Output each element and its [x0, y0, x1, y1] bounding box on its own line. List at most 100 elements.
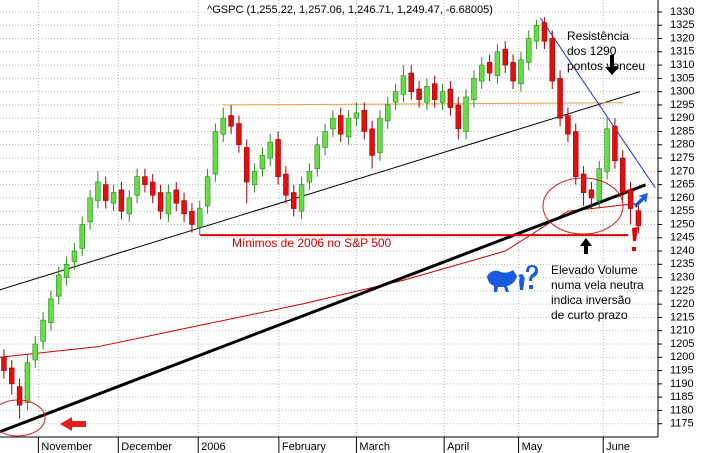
candle-body — [330, 117, 336, 130]
candle-body — [244, 147, 250, 183]
y-tick-label: 1285 — [670, 125, 694, 137]
candle-body — [447, 88, 454, 108]
y-tick-label: 1250 — [670, 218, 694, 230]
y-tick-label: 1290 — [670, 112, 694, 124]
y-tick-label: 1185 — [670, 391, 694, 403]
annotation: de curto prazo — [551, 308, 628, 322]
y-tick-label: 1225 — [670, 285, 694, 297]
candle-body — [126, 197, 132, 215]
candle-body — [157, 192, 164, 212]
y-tick-label: 1180 — [670, 404, 694, 416]
candle-body — [197, 208, 203, 228]
candle-body — [103, 184, 109, 201]
candle-body — [283, 173, 289, 196]
candle-body — [236, 123, 242, 146]
plot — [0, 17, 656, 434]
y-tick-label: 1220 — [670, 298, 694, 310]
candle-body — [392, 91, 399, 103]
candle-body — [408, 72, 414, 92]
candle-body — [494, 51, 501, 77]
y-tick-label: 1260 — [670, 192, 694, 204]
y-tick-label: 1195 — [670, 364, 694, 376]
candle-body — [87, 197, 93, 223]
candle-body — [471, 78, 477, 100]
x-tick-label: December — [121, 441, 172, 453]
candle-body — [322, 131, 328, 148]
candle-body — [63, 264, 70, 278]
candle-body — [635, 210, 642, 227]
y-tick-label: 1320 — [670, 32, 694, 44]
candle-body — [118, 189, 125, 212]
x-tick-label: 2006 — [201, 441, 225, 453]
trend-line — [0, 183, 647, 434]
y-tick-label: 1240 — [670, 245, 694, 257]
candle-body — [95, 181, 101, 201]
candle-body — [267, 141, 273, 159]
candle-body — [400, 75, 407, 95]
candle-body — [1, 357, 7, 371]
candle-body — [298, 184, 305, 212]
candle-body — [32, 343, 38, 361]
annotation: pontos venceu — [567, 59, 645, 73]
candle-body — [173, 189, 179, 204]
x-tick-label: April — [447, 441, 469, 453]
candle-body — [416, 88, 422, 100]
x-tick-label: February — [282, 441, 327, 453]
x-tick-label: May — [522, 441, 543, 453]
annotation: indica inversão — [551, 293, 631, 307]
arrow-up — [580, 238, 592, 254]
candle-body — [9, 367, 15, 385]
candle-body — [557, 78, 563, 119]
candle-body — [439, 91, 446, 103]
candle-body — [228, 115, 234, 127]
candle-body — [314, 144, 320, 169]
candle-body — [212, 131, 219, 175]
candle-body — [338, 115, 344, 135]
candle-body — [596, 168, 602, 201]
y-tick-label: 1310 — [670, 59, 694, 71]
candle-body — [486, 62, 493, 74]
annotation: numa vela neutra — [551, 278, 644, 292]
candle-body — [24, 362, 31, 403]
y-tick-label: 1235 — [670, 258, 694, 270]
annotation: dos 1290 — [567, 44, 617, 58]
y-tick-label: 1190 — [670, 378, 694, 390]
candle-body — [612, 125, 618, 162]
candle-body — [385, 104, 391, 122]
exclamation-icon — [632, 227, 638, 251]
candle-body — [181, 200, 187, 215]
x-tick-label: March — [359, 441, 390, 453]
candle-body — [16, 386, 23, 406]
candle-body — [56, 274, 62, 297]
candle-body — [110, 192, 117, 204]
candle-body — [150, 181, 156, 196]
candle-body — [455, 104, 461, 130]
y-tick-label: 1330 — [670, 6, 694, 18]
y-tick-label: 1295 — [670, 99, 694, 111]
candle-body — [40, 319, 46, 342]
y-tick-label: 1205 — [670, 338, 694, 350]
candle-body — [369, 128, 375, 156]
y-tick-label: 1300 — [670, 86, 694, 98]
candle-body — [165, 192, 172, 215]
candle-body — [620, 157, 626, 193]
y-tick-label: 1210 — [670, 325, 694, 337]
candle-body — [71, 250, 78, 262]
candle-body — [204, 176, 211, 207]
candle-body — [565, 115, 571, 135]
candle-body — [518, 59, 524, 84]
candle-body — [79, 224, 85, 249]
candle-body — [573, 131, 579, 177]
annotation: Elevado Volume — [551, 263, 638, 277]
candle-body — [549, 38, 555, 82]
candle-body — [134, 176, 140, 196]
y-tick-label: 1215 — [670, 311, 694, 323]
candle-body — [580, 173, 587, 193]
annotation: Mínimos de 2006 no S&P 500 — [232, 236, 392, 250]
candle-body — [588, 189, 595, 199]
circle-marker — [542, 177, 624, 235]
y-tick-label: 1255 — [670, 205, 694, 217]
candle-body — [463, 96, 469, 132]
candle-body — [259, 155, 266, 169]
